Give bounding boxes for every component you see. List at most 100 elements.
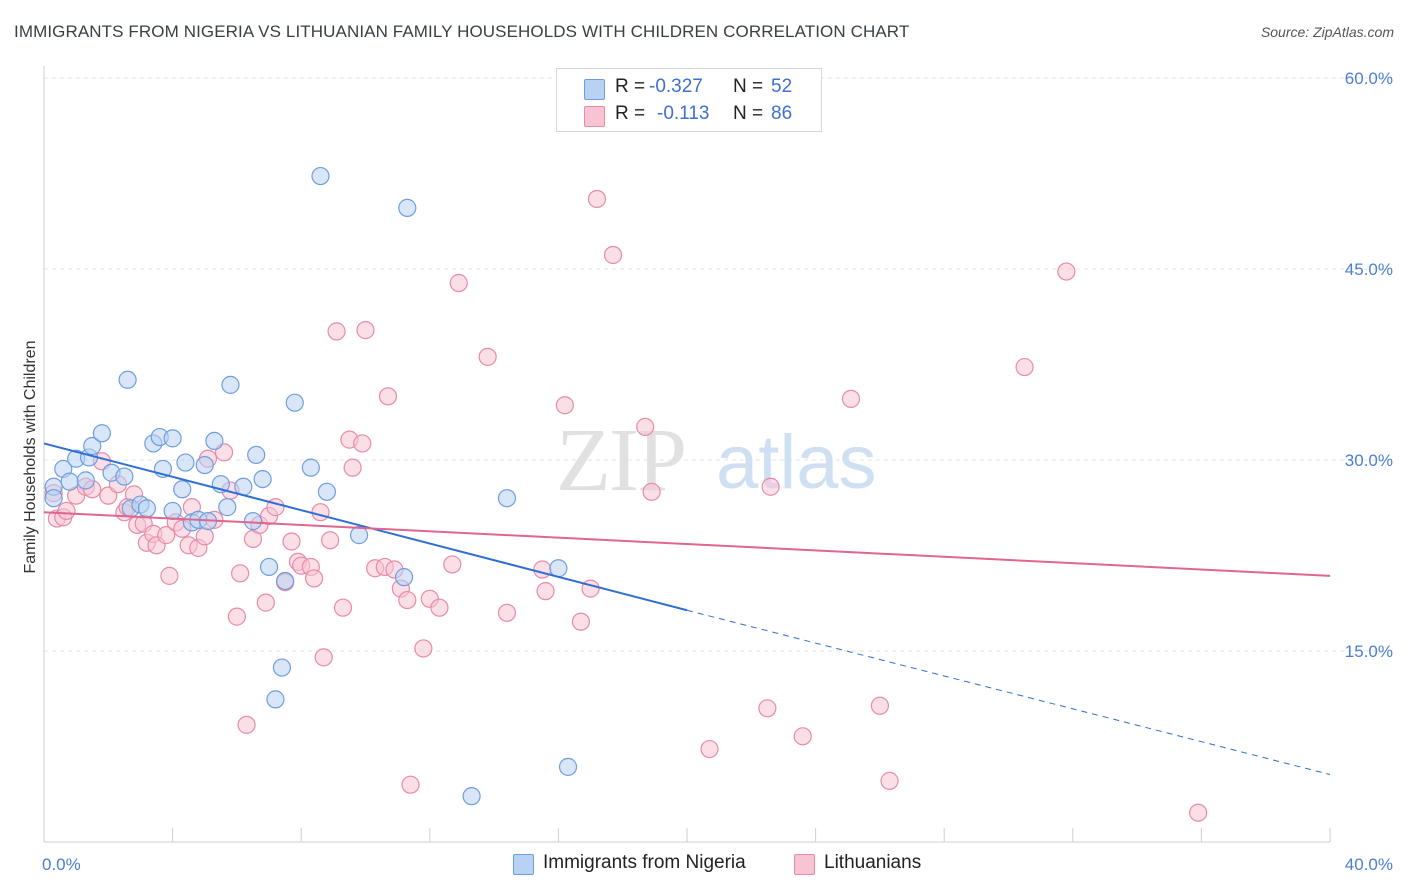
point-lithuanians [231,564,250,583]
point-immigrants-from-nigeria [301,458,320,477]
point-lithuanians [157,526,176,545]
point-immigrants-from-nigeria [398,198,417,217]
point-immigrants-from-nigeria [311,166,330,186]
point-lithuanians [160,566,179,585]
point-immigrants-from-nigeria [272,658,292,677]
point-lithuanians [758,699,777,718]
point-lithuanians [636,417,655,436]
trend-lines [43,442,1331,775]
point-immigrants-from-nigeria [558,757,578,776]
series-lithuanians [44,189,1208,822]
point-immigrants-from-nigeria [92,424,111,443]
legend-n-value: 52 [771,76,793,97]
point-immigrants-from-nigeria [247,445,266,465]
point-lithuanians [497,603,517,622]
point-lithuanians [321,531,340,550]
point-lithuanians [237,715,256,734]
point-lithuanians [1015,357,1034,377]
point-immigrants-from-nigeria [76,471,95,490]
point-lithuanians [1057,262,1076,281]
point-lithuanians [227,607,246,626]
point-immigrants-from-nigeria [205,431,224,450]
point-lithuanians [870,696,890,715]
trend-line-nigeria-extension [686,609,1331,775]
point-lithuanians [841,389,861,408]
bottom-legend-label: Lithuanians [824,852,922,873]
point-immigrants-from-nigeria [137,499,156,518]
legend-r-label: R = [615,103,646,124]
point-immigrants-from-nigeria [118,370,137,389]
point-immigrants-from-nigeria [276,571,295,591]
watermark-atlas: atlas [716,420,877,505]
point-lithuanians [333,598,353,617]
tick-labels: 15.0% 30.0% 45.0% 60.0% 0.0% 40.0% [42,69,1393,874]
point-lithuanians [571,612,591,631]
point-immigrants-from-nigeria [163,501,182,521]
point-lithuanians [533,560,552,579]
point-immigrants-from-nigeria [83,436,102,456]
point-immigrants-from-nigeria [285,393,304,412]
point-immigrants-from-nigeria [221,375,240,394]
x-tick-label: 0.0% [42,855,81,874]
point-immigrants-from-nigeria [266,690,285,709]
point-lithuanians [304,569,324,588]
point-lithuanians [414,639,433,658]
legend-n-label: N = [733,76,764,97]
stats-legend: R = -0.327 N = 52 R = -0.113 N = 86 [556,68,822,132]
point-immigrants-from-nigeria [218,498,237,517]
point-immigrants-from-nigeria [253,470,272,489]
point-lithuanians [353,434,372,453]
point-immigrants-from-nigeria [195,455,214,475]
point-lithuanians [430,598,449,617]
point-lithuanians [195,527,214,546]
x-tick-label: 40.0% [1345,855,1393,874]
legend-r-value: -0.113 [657,103,710,124]
legend-r-label: R = [615,76,646,97]
legend-row-nigeria: R = -0.327 N = 52 [557,73,821,101]
legend-n-value: 86 [771,103,793,124]
point-immigrants-from-nigeria [243,512,263,531]
bottom-legend-swatch-pink [794,854,815,875]
point-lithuanians [401,775,420,794]
point-lithuanians [311,503,330,522]
point-immigrants-from-nigeria [163,429,182,448]
point-lithuanians [398,590,417,610]
point-immigrants-from-nigeria [44,489,63,508]
point-lithuanians [700,739,719,759]
point-immigrants-from-nigeria [115,467,134,486]
point-lithuanians [449,273,468,293]
point-lithuanians [603,245,623,265]
point-immigrants-from-nigeria [176,453,195,472]
bottom-legend-label: Immigrants from Nigeria [543,852,746,873]
point-immigrants-from-nigeria [549,559,568,578]
point-lithuanians [57,501,76,521]
point-immigrants-from-nigeria [394,568,414,587]
point-lithuanians [356,321,375,340]
y-tick-label: 45.0% [1345,260,1393,279]
y-axis-label: Family Households with Children [22,341,39,574]
grid-lines [44,77,1392,652]
watermark-zip: ZIP [556,411,685,510]
legend-swatch-pink [584,106,605,127]
y-tick-label: 60.0% [1345,69,1393,88]
point-lithuanians [378,387,398,406]
point-lithuanians [256,593,275,612]
trend-line-lithuanians [43,511,1331,577]
y-tick-label: 30.0% [1345,451,1393,470]
y-tick-label: 15.0% [1345,642,1393,661]
point-lithuanians [793,727,812,746]
legend-row-lithuanians: R = -0.113 N = 86 [557,100,821,128]
point-lithuanians [880,771,899,790]
point-lithuanians [282,532,301,551]
point-lithuanians [536,582,555,601]
point-immigrants-from-nigeria [349,526,369,545]
point-lithuanians [478,347,497,366]
point-immigrants-from-nigeria [317,482,337,501]
point-immigrants-from-nigeria [60,472,79,491]
point-immigrants-from-nigeria [259,557,279,577]
point-immigrants-from-nigeria [173,480,192,499]
chart-source: Source: ZipAtlas.com [1260,24,1394,40]
trend-line-nigeria [43,442,688,612]
bottom-legend-swatch-blue [513,854,534,875]
